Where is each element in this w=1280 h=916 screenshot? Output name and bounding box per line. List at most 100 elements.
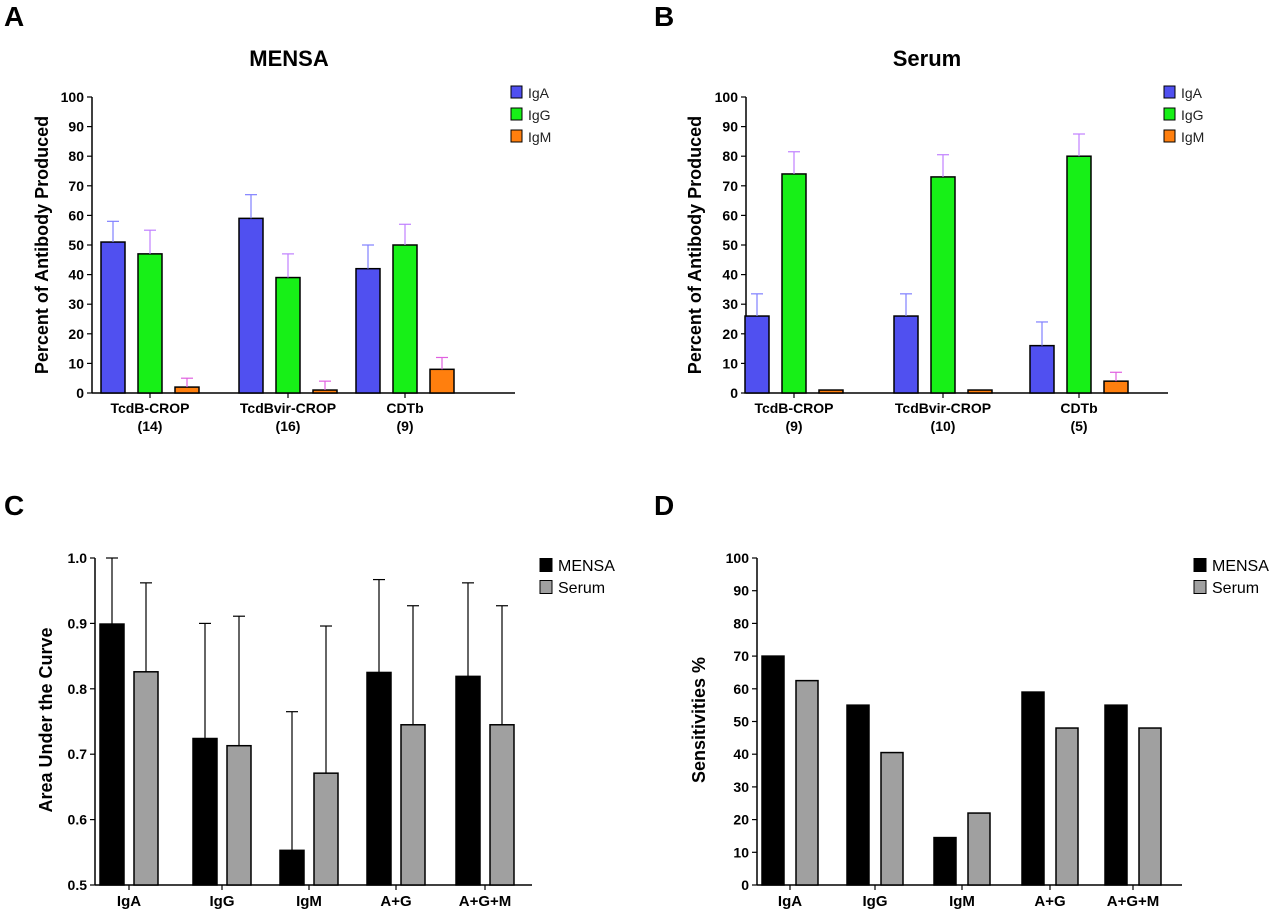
legend-label-iga: IgA (1181, 85, 1203, 101)
bar-iga-cdtb (1029, 344, 1055, 394)
panel-letter: A (4, 1, 24, 32)
legend-swatch-igg (1163, 107, 1176, 121)
y-tick-label: 0 (76, 385, 84, 401)
bar-mensa-igg (192, 737, 218, 886)
y-tick-label: 70 (722, 178, 738, 194)
bar-mensa-a+g (366, 671, 392, 886)
legend-swatch-serum (539, 580, 553, 594)
x-tick-label: A+G+M (459, 893, 512, 910)
y-tick-label: 90 (722, 119, 738, 135)
bar-igg-cdtb (1066, 155, 1092, 394)
bar-serum-iga (795, 679, 819, 886)
bar-mensa-iga (99, 623, 125, 886)
x-tick-label: TcdB-CROP (754, 400, 833, 416)
x-tick-label: IgG (210, 893, 235, 910)
x-tick-sublabel: (14) (138, 418, 163, 434)
y-tick-label: 0.6 (68, 812, 88, 828)
y-tick-label: 60 (733, 681, 749, 697)
y-tick-label: 30 (68, 296, 84, 312)
panel-a: A MENSA Percent of Antibody Produced 0 10 20 3… (4, 1, 551, 434)
y-axis-label: Area Under the Curve (36, 627, 56, 812)
bar-iga-tcdb-crop (100, 241, 126, 394)
legend-label-mensa: MENSA (1212, 558, 1269, 575)
bar-serum-a+g+m (489, 724, 515, 886)
y-tick-label: 20 (733, 812, 749, 828)
bar-mensa-a+g+m (455, 675, 481, 886)
y-tick-label: 100 (715, 89, 739, 105)
y-tick-label: 40 (733, 746, 749, 762)
y-tick-label: 70 (68, 178, 84, 194)
y-axis-label: Percent of Antibody Produced (685, 116, 705, 374)
panel-letter: D (654, 490, 674, 521)
bar-mensa-igm (933, 836, 957, 886)
panel-b: B Serum Percent of Antibody Produced 0 10 20 3… (654, 1, 1204, 434)
y-tick-label: 1.0 (68, 550, 88, 566)
bar-mensa-igm (279, 849, 305, 886)
legend-swatch-igg (510, 107, 523, 121)
legend-swatch-iga (510, 85, 523, 99)
legend-label-igm: IgM (1181, 129, 1204, 145)
y-tick-label: 50 (68, 237, 84, 253)
x-tick-sublabel: (9) (785, 418, 802, 434)
x-tick-label: TcdBvir-CROP (240, 400, 336, 416)
bar-serum-a+g (400, 724, 426, 886)
x-tick-label: IgA (117, 893, 141, 910)
x-tick-label: IgM (296, 893, 322, 910)
bar-serum-igg (880, 751, 904, 886)
bar-serum-a+g+m (1138, 727, 1162, 886)
y-tick-label: 0 (730, 385, 738, 401)
y-tick-label: 10 (722, 355, 738, 371)
chart-title: Serum (893, 46, 961, 71)
bar-serum-igm (967, 812, 991, 886)
y-tick-label: 10 (68, 355, 84, 371)
bar-serum-a+g (1055, 727, 1079, 886)
bar-igg-tcdb-crop (781, 173, 807, 394)
legend-swatch-mensa (539, 558, 553, 572)
legend-swatch-igm (1163, 129, 1176, 143)
legend-label-igm: IgM (528, 129, 551, 145)
x-tick-label: CDTb (1060, 400, 1097, 416)
y-tick-label: 30 (733, 779, 749, 795)
y-tick-label: 90 (68, 119, 84, 135)
bar-igm-tcdb-crop (174, 386, 200, 394)
y-tick-label: 0.8 (68, 681, 88, 697)
y-axis-label: Percent of Antibody Produced (32, 116, 52, 374)
y-axis-label: Sensitivities % (689, 657, 709, 783)
bar-serum-igm (313, 772, 339, 886)
y-tick-label: 0.7 (68, 746, 88, 762)
bar-iga-tcdbvir-crop (893, 315, 919, 394)
y-tick-label: 10 (733, 844, 749, 860)
bar-igg-tcdbvir-crop (930, 176, 956, 394)
y-tick-label: 70 (733, 648, 749, 664)
legend-swatch-serum (1193, 580, 1207, 594)
bar-mensa-iga (761, 655, 785, 886)
x-tick-label: A+G (380, 893, 411, 910)
legend-label-mensa: MENSA (558, 558, 615, 575)
x-tick-label: IgM (949, 893, 975, 910)
y-tick-label: 40 (722, 267, 738, 283)
legend-label-igg: IgG (528, 107, 551, 123)
y-tick-label: 80 (722, 148, 738, 164)
legend-label-iga: IgA (528, 85, 550, 101)
x-tick-label: TcdB-CROP (110, 400, 189, 416)
y-tick-label: 100 (726, 550, 750, 566)
bar-serum-igg (226, 744, 252, 886)
y-tick-label: 90 (733, 583, 749, 599)
bar-iga-tcdbvir-crop (238, 217, 264, 394)
bar-igm-cdtb (429, 368, 455, 394)
bar-serum-iga (133, 671, 159, 886)
x-tick-label: CDTb (386, 400, 423, 416)
panel-letter: C (4, 490, 24, 521)
x-tick-label: A+G (1034, 893, 1065, 910)
y-tick-label: 40 (68, 267, 84, 283)
x-tick-label: IgG (863, 893, 888, 910)
bar-iga-tcdb-crop (744, 315, 770, 394)
y-tick-label: 60 (68, 207, 84, 223)
chart-title: MENSA (249, 46, 329, 71)
y-tick-label: 80 (68, 148, 84, 164)
x-tick-sublabel: (9) (396, 418, 413, 434)
legend-label-serum: Serum (1212, 580, 1259, 597)
x-tick-sublabel: (5) (1070, 418, 1087, 434)
bar-igg-cdtb (392, 244, 418, 394)
